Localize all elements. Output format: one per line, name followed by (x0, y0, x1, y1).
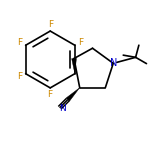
Text: F: F (79, 38, 84, 47)
Text: N: N (59, 104, 66, 113)
Text: N: N (110, 58, 117, 68)
Text: F: F (47, 90, 52, 99)
Text: F: F (17, 72, 22, 81)
Text: F: F (17, 38, 22, 47)
Text: F: F (48, 20, 53, 29)
Polygon shape (66, 88, 80, 102)
Polygon shape (72, 58, 76, 74)
